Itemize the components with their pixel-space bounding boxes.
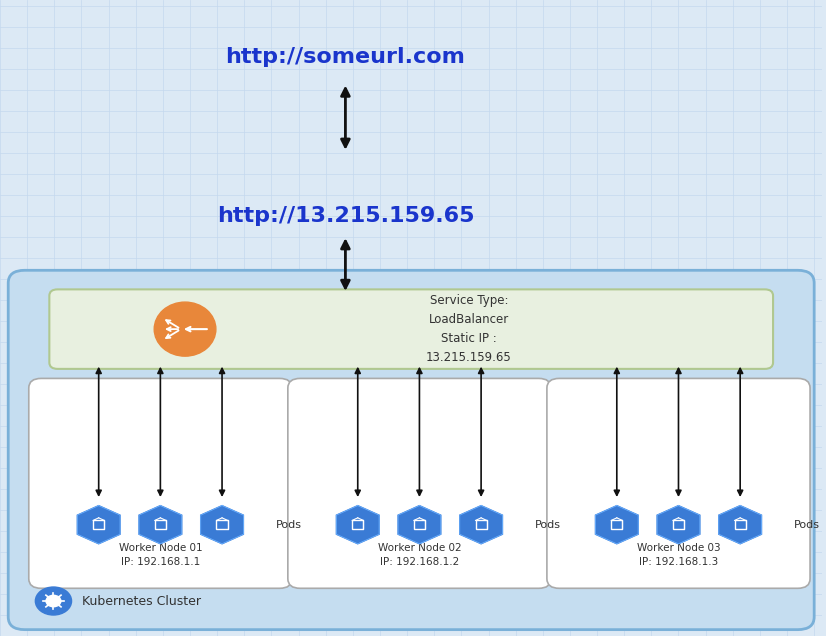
Polygon shape bbox=[719, 506, 762, 544]
Circle shape bbox=[36, 587, 72, 615]
Text: http://13.215.159.65: http://13.215.159.65 bbox=[216, 206, 474, 226]
Text: Worker Node 02
IP: 192.168.1.2: Worker Node 02 IP: 192.168.1.2 bbox=[377, 543, 461, 567]
Text: Worker Node 01
IP: 192.168.1.1: Worker Node 01 IP: 192.168.1.1 bbox=[119, 543, 202, 567]
Text: Pods: Pods bbox=[534, 520, 561, 530]
Text: Kubernetes Cluster: Kubernetes Cluster bbox=[83, 595, 202, 607]
Text: Service Type:
LoadBalancer
Static IP :
13.215.159.65: Service Type: LoadBalancer Static IP : 1… bbox=[426, 294, 511, 364]
Polygon shape bbox=[398, 506, 441, 544]
Text: http://someurl.com: http://someurl.com bbox=[225, 47, 465, 67]
FancyBboxPatch shape bbox=[50, 289, 773, 369]
Polygon shape bbox=[78, 506, 120, 544]
FancyBboxPatch shape bbox=[287, 378, 551, 588]
Text: Worker Node 03
IP: 192.168.1.3: Worker Node 03 IP: 192.168.1.3 bbox=[637, 543, 720, 567]
Polygon shape bbox=[336, 506, 379, 544]
Polygon shape bbox=[657, 506, 700, 544]
FancyBboxPatch shape bbox=[8, 270, 814, 630]
Circle shape bbox=[46, 595, 61, 607]
Text: Pods: Pods bbox=[794, 520, 819, 530]
FancyBboxPatch shape bbox=[29, 378, 292, 588]
Polygon shape bbox=[139, 506, 182, 544]
Polygon shape bbox=[201, 506, 244, 544]
Polygon shape bbox=[596, 506, 638, 544]
FancyBboxPatch shape bbox=[547, 378, 810, 588]
Ellipse shape bbox=[154, 302, 216, 356]
Text: Pods: Pods bbox=[276, 520, 301, 530]
Polygon shape bbox=[460, 506, 502, 544]
